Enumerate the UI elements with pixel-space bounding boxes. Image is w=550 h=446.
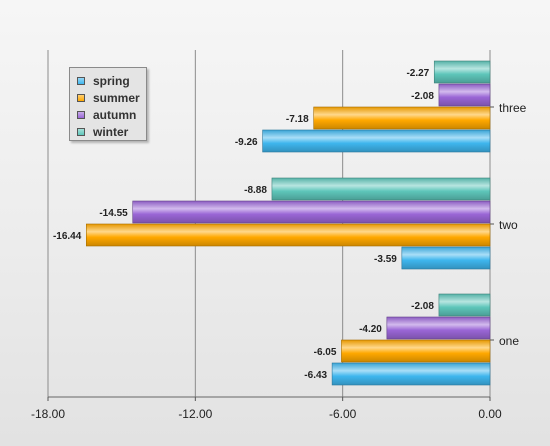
data-label-winter-one: -2.08	[411, 301, 434, 312]
data-label-summer-three: -7.18	[286, 114, 309, 125]
bar-winter-one	[438, 293, 491, 317]
bar-spring-two	[401, 246, 491, 270]
category-label-one: one	[499, 334, 519, 348]
x-tick-label: -12.00	[178, 407, 212, 421]
bar-winter-three	[433, 60, 491, 84]
legend-item-summer: summer	[77, 89, 146, 106]
legend: spring summer autumn winter	[69, 67, 147, 141]
data-label-spring-two: -3.59	[374, 254, 397, 265]
x-tick-label: -18.00	[31, 407, 65, 421]
bar-spring-three	[262, 129, 491, 153]
legend-label-winter: winter	[93, 124, 129, 139]
bar-summer-one	[341, 339, 491, 363]
legend-item-autumn: autumn	[77, 106, 146, 123]
data-label-spring-one: -6.43	[304, 370, 327, 381]
data-label-autumn-one: -4.20	[359, 324, 382, 335]
bar-winter-two	[271, 177, 491, 201]
bar-spring-one	[331, 362, 491, 386]
legend-swatch-winter	[77, 127, 85, 136]
legend-label-summer: summer	[93, 90, 140, 105]
legend-swatch-spring	[77, 76, 85, 85]
data-label-spring-three: -9.26	[235, 137, 258, 148]
legend-label-autumn: autumn	[93, 107, 137, 122]
bar-autumn-one	[386, 316, 491, 340]
category-label-two: two	[499, 218, 518, 232]
category-label-three: three	[499, 101, 527, 115]
legend-item-spring: spring	[77, 72, 146, 89]
data-label-summer-two: -16.44	[53, 231, 82, 242]
bar-autumn-two	[132, 200, 491, 224]
x-tick-label: 0.00	[478, 407, 502, 421]
data-label-winter-two: -8.88	[244, 185, 267, 196]
legend-label-spring: spring	[93, 73, 130, 88]
data-label-winter-three: -2.27	[406, 68, 429, 79]
data-label-autumn-two: -14.55	[99, 208, 128, 219]
bar-summer-two	[86, 223, 491, 247]
legend-swatch-autumn	[77, 110, 85, 119]
bar-summer-three	[313, 106, 491, 130]
data-label-summer-one: -6.05	[314, 347, 337, 358]
x-tick-label: -6.00	[329, 407, 357, 421]
legend-item-winter: winter	[77, 123, 146, 140]
legend-swatch-summer	[77, 93, 85, 102]
data-label-autumn-three: -2.08	[411, 91, 434, 102]
bar-autumn-three	[438, 83, 491, 107]
